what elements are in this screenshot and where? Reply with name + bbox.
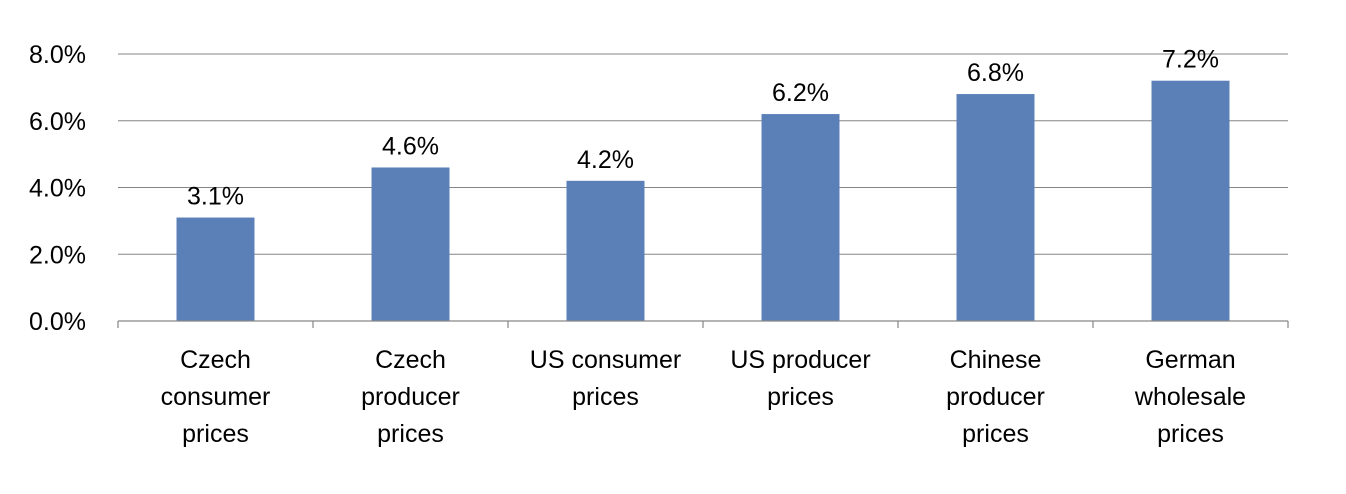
y-tick-label: 4.0% xyxy=(29,175,86,203)
category-label-line: producer xyxy=(946,383,1045,411)
category-label-line: producer xyxy=(361,383,460,411)
category-label: German wholesale prices xyxy=(1134,346,1246,448)
category-label: Czech producer prices xyxy=(361,346,460,448)
gridlines xyxy=(118,53,1288,255)
y-tick-label: 6.0% xyxy=(29,108,86,136)
category-label-line: prices xyxy=(962,420,1029,448)
category-label-line: consumer xyxy=(161,383,271,411)
y-tick-label: 8.0% xyxy=(29,41,86,69)
data-label: 6.8% xyxy=(967,59,1024,87)
category-label-line: prices xyxy=(377,420,444,448)
data-label: 7.2% xyxy=(1162,46,1219,74)
bar xyxy=(956,94,1035,321)
bar xyxy=(371,167,450,321)
category-label-line: prices xyxy=(767,383,834,411)
bar xyxy=(761,114,840,321)
x-axis xyxy=(117,320,1289,328)
category-label-line: Czech xyxy=(375,346,446,374)
bars xyxy=(176,80,1230,321)
category-label: US consumer prices xyxy=(530,346,681,411)
data-label: 3.1% xyxy=(187,183,244,211)
y-tick-label: 2.0% xyxy=(29,241,86,269)
category-label-line: German xyxy=(1145,346,1235,374)
category-label-line: US consumer xyxy=(530,346,681,374)
category-label-line: prices xyxy=(1157,420,1224,448)
category-label-line: wholesale xyxy=(1134,383,1246,411)
category-label: Czech consumer prices xyxy=(161,346,271,448)
category-label: US producer prices xyxy=(730,346,870,411)
y-tick-label: 0.0% xyxy=(29,308,86,336)
bar xyxy=(1151,80,1230,321)
category-label: Chinese producer prices xyxy=(946,346,1045,448)
category-label-line: prices xyxy=(182,420,249,448)
data-label: 4.2% xyxy=(577,146,634,174)
y-axis-tick-labels: 0.0% 2.0% 4.0% 6.0% 8.0% xyxy=(29,41,86,336)
bar xyxy=(566,180,645,321)
category-label-line: Czech xyxy=(180,346,251,374)
category-label-line: US producer xyxy=(730,346,870,374)
data-labels: 3.1% 4.6% 4.2% 6.2% 6.8% 7.2% xyxy=(187,46,1219,211)
data-label: 4.6% xyxy=(382,132,439,160)
category-label-line: prices xyxy=(572,383,639,411)
bar xyxy=(176,217,255,321)
data-label: 6.2% xyxy=(772,79,829,107)
category-label-line: Chinese xyxy=(950,346,1042,374)
